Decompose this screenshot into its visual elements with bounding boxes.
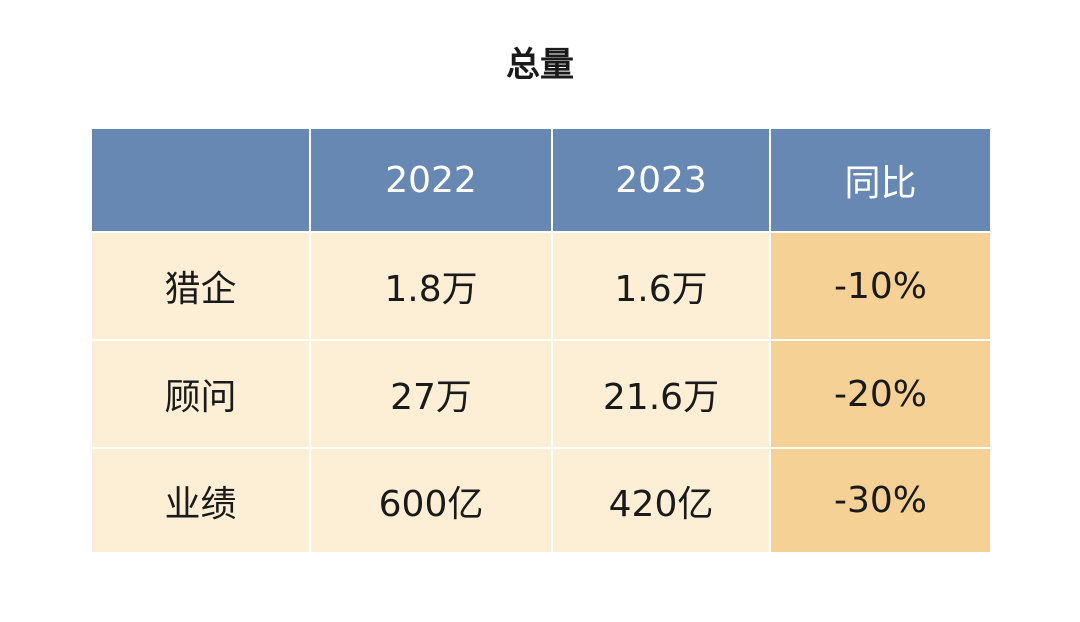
table-row: 猎企 1.8万 1.6万 -10%: [90, 231, 992, 341]
row-label: 业绩: [90, 447, 311, 554]
cell-2023: 420亿: [551, 447, 771, 554]
row-label: 顾问: [90, 339, 311, 449]
row-label: 猎企: [90, 231, 311, 341]
cell-2023: 21.6万: [551, 339, 771, 449]
table-row: 顾问 27万 21.6万 -20%: [90, 339, 992, 449]
cell-yoy: -10%: [769, 231, 992, 341]
header-cell-empty: [90, 127, 311, 233]
cell-yoy: -30%: [769, 447, 992, 554]
header-cell-yoy: 同比: [769, 127, 992, 233]
table-row: 业绩 600亿 420亿 -30%: [90, 447, 992, 554]
table-title: 总量: [506, 45, 574, 85]
header-cell-2023: 2023: [551, 127, 771, 233]
header-cell-2022: 2022: [309, 127, 553, 233]
cell-2022: 1.8万: [309, 231, 553, 341]
header-row: 2022 2023 同比: [90, 127, 992, 233]
cell-2022: 27万: [309, 339, 553, 449]
cell-2022: 600亿: [309, 447, 553, 554]
cell-2023: 1.6万: [551, 231, 771, 341]
cell-yoy: -20%: [769, 339, 992, 449]
summary-table: 2022 2023 同比 猎企 1.8万 1.6万 -10% 顾问 27万 21…: [90, 127, 992, 554]
